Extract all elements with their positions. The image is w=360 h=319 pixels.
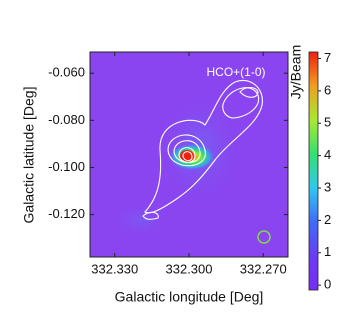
colorbar-tick-label: 6 bbox=[324, 82, 331, 97]
map-image bbox=[90, 52, 288, 257]
colorbar bbox=[308, 51, 319, 291]
y-tick-label: -0.060 bbox=[48, 65, 85, 80]
colorbar-tick-label: 3 bbox=[324, 179, 331, 194]
annotation: HCO+(1-0) bbox=[206, 65, 265, 79]
colorbar-tick-label: 7 bbox=[324, 50, 331, 65]
colorbar-tick-label: 1 bbox=[324, 244, 331, 259]
colorbar-label: Jy/Beam bbox=[288, 45, 304, 99]
y-tick-label: -0.080 bbox=[48, 112, 85, 127]
colorbar-tick-label: 0 bbox=[324, 277, 331, 292]
x-tick-label: 332.330 bbox=[91, 261, 138, 276]
colorbar-tick-label: 5 bbox=[324, 115, 331, 130]
y-tick-label: -0.120 bbox=[48, 206, 85, 221]
colorbar-tick-label: 4 bbox=[324, 147, 331, 162]
x-axis-label: Galactic longitude [Deg] bbox=[115, 289, 264, 305]
y-axis-label: Galactic latitude [Deg] bbox=[21, 87, 37, 224]
colorbar-tick-label: 2 bbox=[324, 212, 331, 227]
x-tick-label: 332.270 bbox=[240, 261, 287, 276]
y-tick-label: -0.100 bbox=[48, 159, 85, 174]
x-tick-label: 332.300 bbox=[166, 261, 213, 276]
